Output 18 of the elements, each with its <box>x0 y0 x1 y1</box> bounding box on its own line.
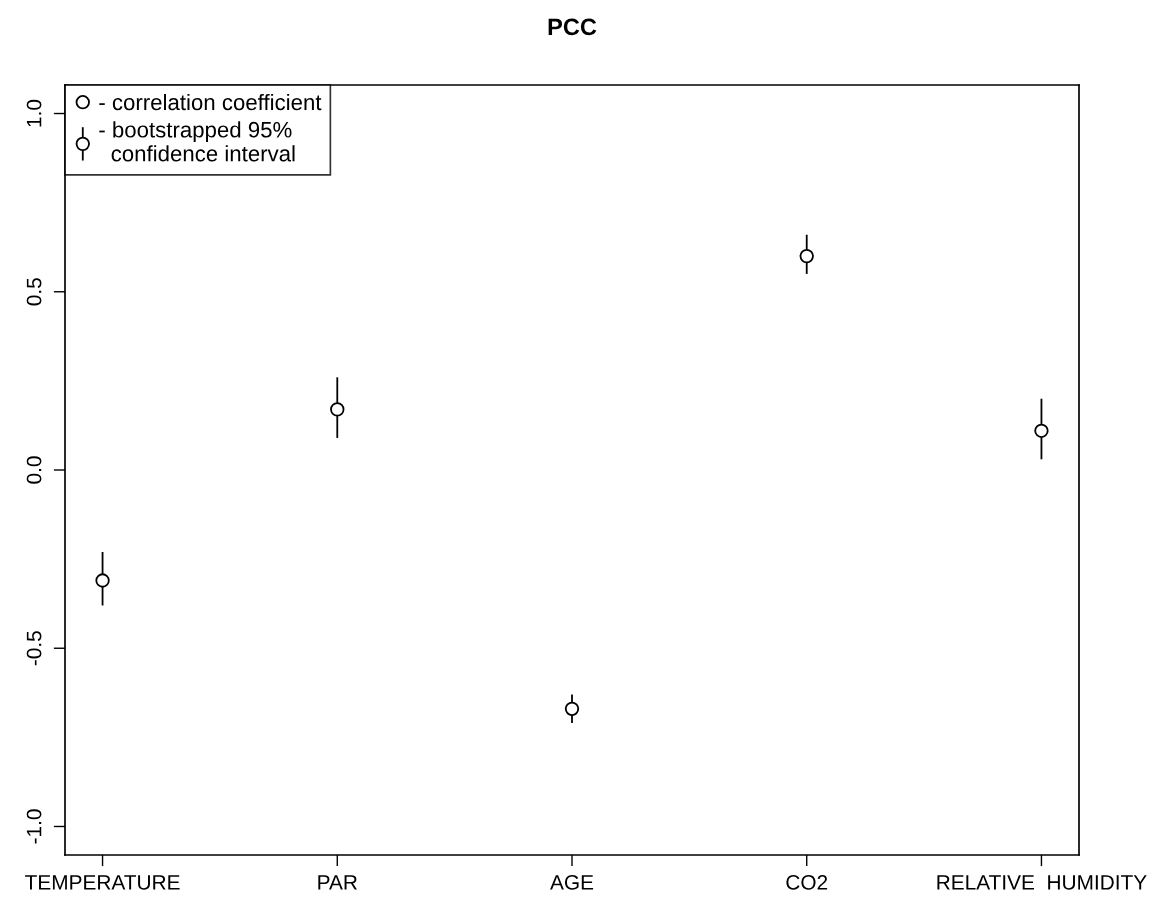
y-tick-label: -1.0 <box>26 809 42 844</box>
y-tick-label: -0.5 <box>26 631 42 666</box>
point <box>564 701 580 716</box>
x-tick-label: RELATIVE HUMIDITY <box>937 875 1147 890</box>
legend-label: - correlation coefficient <box>99 93 322 111</box>
x-tick-label: PAR <box>318 875 357 890</box>
point <box>95 573 110 588</box>
point <box>330 402 345 417</box>
chart-title: PCC <box>548 18 597 36</box>
point <box>799 248 814 264</box>
x-tick-label: AGE <box>550 874 594 890</box>
point <box>1034 423 1049 438</box>
y-tick-label: 0.0 <box>26 456 42 484</box>
y-tick-label: 1.0 <box>26 99 42 127</box>
x-tick-label: CO2 <box>786 874 828 890</box>
y-tick-label: 0.5 <box>26 278 42 306</box>
annotation: - bootstrapped 95% confidence interval <box>99 121 295 162</box>
x-tick-label: TEMPERATURE <box>25 875 180 890</box>
